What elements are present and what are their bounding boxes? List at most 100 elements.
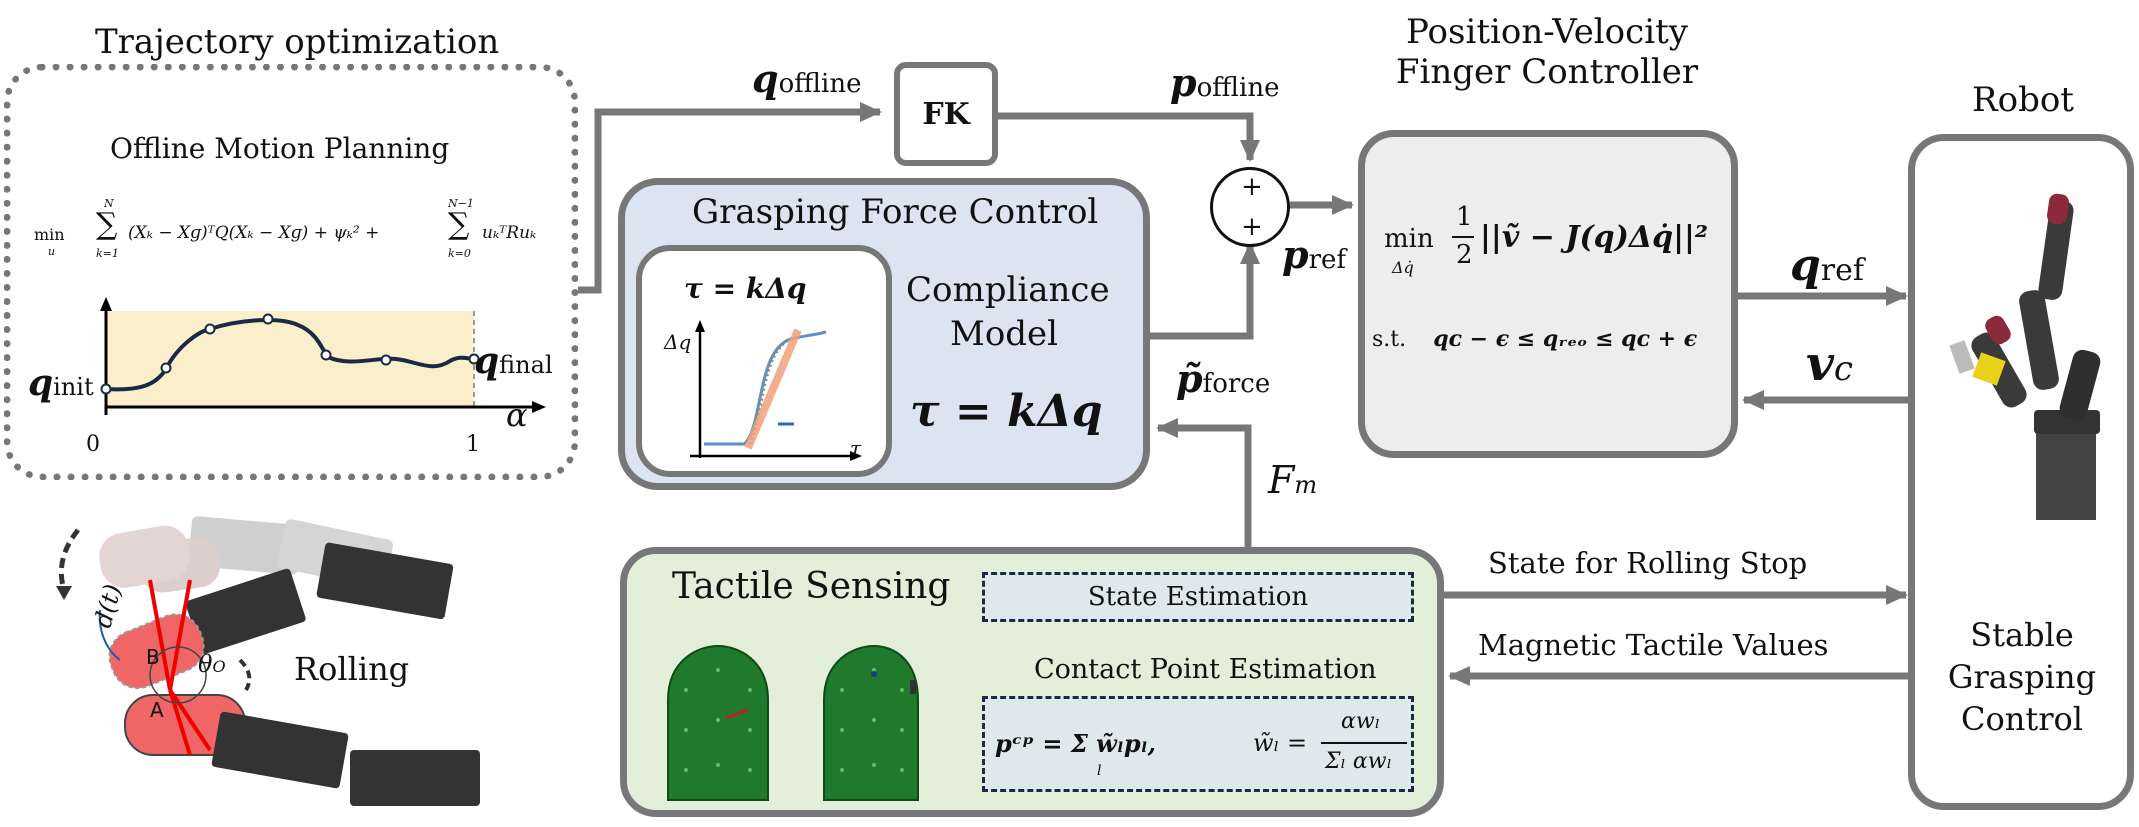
q-final-symbol: q <box>474 340 500 382</box>
theta-symbol: θ <box>198 650 213 678</box>
cost-sum1-bottom: k=1 <box>96 247 119 260</box>
state-estimation-box: State Estimation <box>982 572 1414 622</box>
f-m-symbol: F <box>1268 458 1295 502</box>
p-force-label: p̃force <box>1176 356 1270 401</box>
cost-min-var: u <box>48 245 56 258</box>
controller-constraint: s.t. qᴄ − ϵ ≤ qᵣₑₒ ≤ qᴄ + ϵ <box>1372 326 1697 352</box>
v-c-sub: c <box>1833 349 1853 389</box>
robot-hand-image <box>1949 193 2101 520</box>
contact-point-title: Contact Point Estimation <box>1034 654 1377 685</box>
waypoint <box>100 383 112 395</box>
waypoint <box>160 362 172 374</box>
p-force-sub: force <box>1202 369 1271 399</box>
finger-link <box>211 711 349 789</box>
q-offline-label: qoffline <box>752 56 861 101</box>
magnetic-values-label: Magnetic Tactile Values <box>1478 628 1829 662</box>
compliance-plot-card <box>636 245 892 477</box>
cost-min: min <box>34 225 65 244</box>
contact-frac-num: αwₗ <box>1341 709 1381 734</box>
finger-link <box>316 542 454 620</box>
p-offline-arrow <box>998 112 1260 162</box>
robot-label-line3: Control <box>1960 700 2083 738</box>
q-ref-label: qref <box>1790 240 1864 291</box>
finger-link <box>350 750 480 806</box>
trajectory-title: Trajectory optimization <box>95 22 500 62</box>
robot-title: Robot <box>1972 80 2074 120</box>
rolling-arrow-right <box>238 658 252 692</box>
cost-sum1-top: N <box>104 197 114 210</box>
q-offline-symbol: q <box>752 56 779 101</box>
waypoint <box>262 313 274 325</box>
contact-frac-den: Σₗ αwₗ <box>1325 749 1392 774</box>
waypoint <box>380 354 392 366</box>
alpha-axis-label: α <box>506 396 528 434</box>
contact-eq-right-lhs: w̃ₗ = <box>1253 729 1308 757</box>
opt-min: min <box>1384 224 1434 254</box>
tactile-sensor-right <box>823 644 919 801</box>
tick-1: 1 <box>466 432 480 457</box>
tactile-sensor-left <box>667 644 769 801</box>
fk-block: FK <box>894 62 998 166</box>
trajectory-plot <box>100 297 546 415</box>
robot-label: Stable Grasping Control <box>1916 614 2128 740</box>
q-final-label: qfinal <box>474 340 553 382</box>
q-ref-symbol: q <box>1790 240 1821 291</box>
tactile-sensor-images <box>667 644 919 801</box>
opt-frac-bar <box>1452 236 1474 238</box>
trajectory-plot-area <box>106 311 474 407</box>
waypoint <box>320 349 332 361</box>
compliance-plot <box>690 320 862 461</box>
p-ref-label: pref <box>1282 232 1346 277</box>
finger-controller-block <box>1358 130 1738 458</box>
robot-label-line1: Stable <box>1970 616 2074 654</box>
offline-motion-planning-title: Offline Motion Planning <box>110 132 450 165</box>
p-offline-symbol: p <box>1170 60 1197 105</box>
st-body: qᴄ − ϵ ≤ qᵣₑₒ ≤ qᴄ + ϵ <box>1433 326 1698 352</box>
v-c-label: vc <box>1806 336 1853 392</box>
contact-frac-bar <box>1321 742 1407 744</box>
p-ref-symbol: p <box>1282 232 1309 277</box>
theta-sub: O <box>212 657 226 676</box>
force-to-sum-arrow <box>1150 242 1260 340</box>
controller-title: Position-Velocity Finger Controller <box>1360 12 1734 92</box>
contact-eq-left: pᶜᵖ = Σ w̃ₗpₗ, <box>995 729 1156 758</box>
state-estimation-label: State Estimation <box>1087 582 1309 612</box>
q-ref-sub: ref <box>1820 253 1864 288</box>
contact-sum-sub: l <box>1097 763 1102 779</box>
q-init-symbol: q <box>28 362 54 404</box>
compliance-inner-eq: τ = kΔq <box>684 272 807 305</box>
rolling-label: Rolling <box>294 650 410 688</box>
q-final-sub: final <box>499 351 553 379</box>
point-a-label: A <box>150 698 164 722</box>
grasping-force-control-title: Grasping Force Control <box>692 192 1099 232</box>
cost-term2: uₖᵀRuₖ <box>482 223 537 243</box>
rolling-illustration <box>56 516 480 806</box>
opt-body: ||ṽ − J(q)Δq̇||² <box>1480 220 1709 255</box>
compliance-model-line1: Compliance <box>906 270 1110 310</box>
controller-title-line2: Finger Controller <box>1395 52 1699 92</box>
q-offline-arrow <box>578 102 882 294</box>
q-init-label: qinit <box>28 362 94 404</box>
tick-0: 0 <box>86 432 100 457</box>
cost-term1: (Xₖ − Xɡ)ᵀQ(Xₖ − Xɡ) + ψₖ² + <box>128 223 380 243</box>
cost-sum2-bottom: k=0 <box>448 247 471 260</box>
p-offline-label: poffline <box>1170 60 1279 105</box>
cost-sum2-symbol: ∑ <box>448 207 470 242</box>
state-rolling-stop-label: State for Rolling Stop <box>1488 546 1808 580</box>
rolling-arrow-left <box>58 528 80 591</box>
controller-objective: min Δq̇ 1 2 ||ṽ − J(q)Δq̇||² <box>1384 200 1734 290</box>
opt-frac-den: 2 <box>1456 240 1473 270</box>
waypoint <box>204 323 216 335</box>
st-label: s.t. <box>1372 327 1407 352</box>
fk-label: FK <box>922 96 970 132</box>
p-ref-sub: ref <box>1308 245 1347 275</box>
point-b-label: B <box>146 645 160 669</box>
robot-label-line2: Grasping <box>1947 658 2097 696</box>
tactile-sensing-title: Tactile Sensing <box>672 566 951 607</box>
compliance-plot-ylabel: Δq <box>664 330 692 354</box>
contact-point-equation-box: pᶜᵖ = Σ w̃ₗpₗ, l w̃ₗ = αwₗ Σₗ αwₗ <box>982 696 1414 792</box>
trajectory-box <box>4 64 578 480</box>
finger-link <box>185 568 306 654</box>
cost-function: min u N ∑ k=1 (Xₖ − Xɡ)ᵀQ(Xₖ − Xɡ) + ψₖ²… <box>30 185 570 265</box>
